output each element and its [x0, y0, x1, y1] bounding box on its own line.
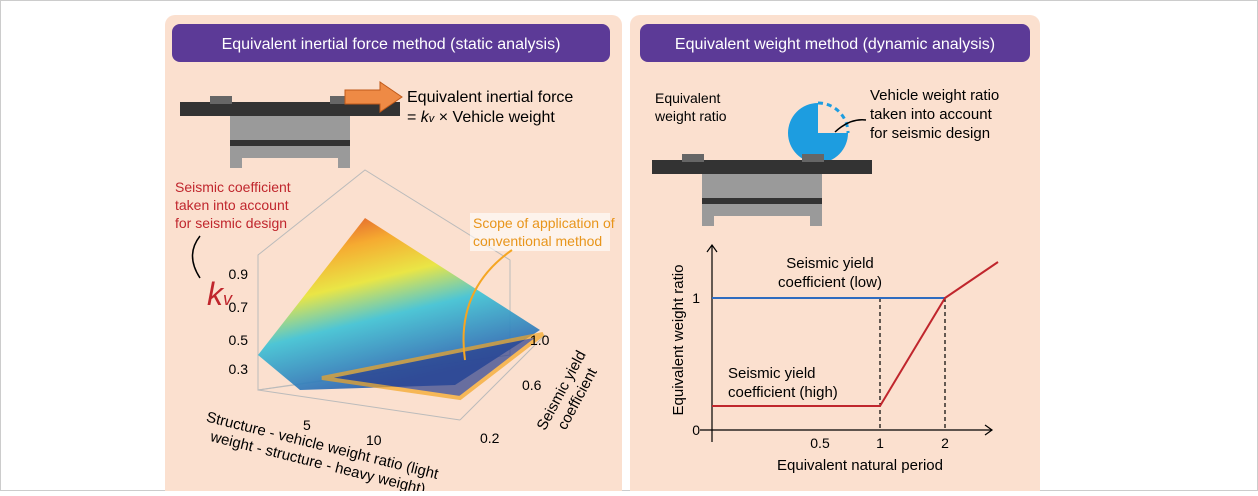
text: Seismic coefficient: [175, 179, 291, 195]
text: 0.5: [810, 435, 830, 451]
text: coefficient (high): [728, 384, 838, 401]
text: for seismic design: [175, 215, 287, 231]
right-panel: [630, 15, 1040, 496]
text: Vehicle weight ratio: [870, 87, 999, 104]
right-ticks: 1 0 0.5 1 2: [692, 290, 949, 451]
text: 1: [692, 290, 700, 306]
pie: [788, 103, 848, 163]
pie-arrow: [834, 119, 867, 133]
scope-arrow: [462, 249, 513, 361]
text: k: [421, 109, 430, 126]
x-ticks: 5 10: [303, 417, 382, 448]
scope-bg: [470, 213, 610, 251]
z-ticks: 0.9 0.7 0.5 0.3: [229, 266, 249, 377]
text: v: [429, 113, 436, 125]
text: Equivalent: [655, 90, 720, 106]
text: 2: [941, 435, 949, 451]
text: weight ratio: [654, 108, 727, 124]
text: taken into account: [175, 197, 289, 213]
right-title: Equivalent weight method (dynamic analys…: [675, 36, 995, 53]
text: v: [223, 289, 233, 309]
x-label-right: Equivalent natural period: [777, 457, 943, 474]
y-label-right: Equivalent weight ratio: [670, 265, 687, 416]
high-line: [712, 261, 999, 407]
text: 5: [303, 417, 311, 433]
text: conventional method: [473, 233, 602, 249]
text: 0: [692, 422, 700, 438]
plot-box: [257, 169, 546, 421]
text: k: [207, 276, 225, 312]
text: × Vehicle weight: [439, 109, 556, 126]
vehicle-text: Vehicle weight ratio taken into account fo…: [870, 87, 999, 142]
text: =: [407, 109, 416, 126]
text: 0.9: [229, 266, 249, 282]
y-ticks: 1.0 0.6 0.2: [480, 332, 550, 446]
scope-text: Scope of application of conventional meth…: [473, 215, 615, 249]
axes: [700, 243, 994, 442]
text: for seismic design: [870, 125, 990, 142]
text: 10: [366, 432, 382, 448]
arrow: [344, 81, 403, 113]
coef-text: Seismic coefficient taken into account for…: [175, 179, 291, 231]
text: taken into account: [870, 106, 993, 123]
force-line1: Equivalent inertial force: [407, 89, 573, 106]
text: Scope of application of: [473, 215, 615, 231]
text: coefficient (low): [778, 274, 882, 291]
text: Seismic yield: [786, 255, 874, 272]
scope-region: [321, 332, 545, 401]
text: 0.6: [522, 377, 542, 393]
ratio-text: Equivalent weight ratio: [654, 90, 727, 124]
z-label: kv: [207, 276, 233, 312]
text: 0.3: [229, 361, 249, 377]
high-text: Seismic yield coefficient (high): [728, 365, 838, 401]
text: 1.0: [530, 332, 550, 348]
text: 0.2: [480, 430, 500, 446]
pointer: [191, 235, 201, 279]
text: 0.7: [229, 299, 249, 315]
low-text: Seismic yield coefficient (low): [778, 255, 882, 291]
text: 0.5: [229, 332, 249, 348]
left-header: [172, 24, 610, 62]
text: Seismic yield: [728, 365, 816, 382]
left-title: Equivalent inertial force method (static…: [222, 36, 561, 53]
right-header: [640, 24, 1030, 62]
text: 1: [876, 435, 884, 451]
force-line2: = kv × Vehicle weight: [407, 109, 555, 126]
